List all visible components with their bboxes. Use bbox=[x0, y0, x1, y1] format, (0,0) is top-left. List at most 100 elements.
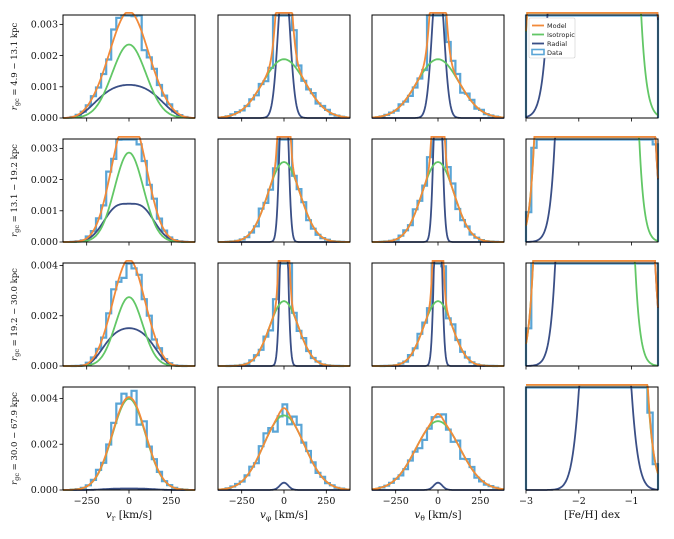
panel-r2-c1 bbox=[217, 260, 351, 370]
panel-r0-c3 bbox=[524, 12, 660, 122]
y-tick-label: 0.001 bbox=[31, 206, 58, 217]
y-tick-label: 0.000 bbox=[31, 485, 58, 496]
x-axis-label: vθ [km/s] bbox=[414, 509, 461, 523]
panel-r1-c1 bbox=[217, 136, 351, 246]
y-tick-label: 0.002 bbox=[31, 311, 58, 322]
x-tick-label: 250 bbox=[471, 496, 489, 507]
isotropic-curve bbox=[372, 58, 504, 119]
x-tick-label: −3 bbox=[519, 496, 533, 507]
isotropic-curve bbox=[218, 161, 350, 243]
panel-frame bbox=[62, 262, 196, 367]
isotropic-curve bbox=[63, 397, 195, 491]
data-histogram bbox=[69, 138, 189, 243]
x-tick-label: −250 bbox=[74, 496, 100, 507]
model-curve bbox=[372, 412, 504, 491]
panel-r2-c3 bbox=[524, 260, 660, 370]
x-tick-label: −2 bbox=[572, 496, 586, 507]
panel-r2-c2 bbox=[371, 260, 505, 370]
row-label: rgc = 13.1 − 19.2 kpc bbox=[10, 144, 21, 237]
panel-frame bbox=[525, 262, 659, 367]
legend-item-model: Model bbox=[532, 22, 567, 30]
y-tick-label: 0.003 bbox=[31, 20, 58, 31]
radial-curve bbox=[372, 136, 504, 243]
isotropic-curve bbox=[372, 420, 504, 491]
isotropic-curve bbox=[372, 161, 504, 243]
panel-frame bbox=[217, 262, 351, 367]
panel-frame bbox=[525, 14, 659, 119]
model-curve bbox=[372, 136, 504, 243]
isotropic-curve bbox=[218, 300, 350, 367]
x-tick-label: −250 bbox=[229, 496, 255, 507]
legend-item-radial: Radial bbox=[532, 40, 567, 48]
panel-frame bbox=[217, 14, 351, 119]
model-curve bbox=[525, 136, 659, 226]
isotropic-curve bbox=[372, 300, 504, 367]
radial-curve bbox=[372, 260, 504, 367]
model-curve bbox=[525, 260, 659, 344]
legend-item-data: Data bbox=[531, 48, 563, 57]
panel-r3-c3: −3 −2 −1 bbox=[519, 384, 660, 507]
data-histogram bbox=[69, 14, 189, 119]
legend-label: Isotropic bbox=[547, 31, 575, 39]
x-axis-label: vφ [km/s] bbox=[260, 509, 308, 523]
data-histogram bbox=[524, 386, 660, 490]
data-histogram bbox=[69, 389, 189, 491]
panel-r0-c1 bbox=[217, 12, 351, 122]
legend-label: Model bbox=[547, 22, 567, 30]
isotropic-curve bbox=[63, 43, 195, 119]
x-tick-label: 0 bbox=[281, 496, 287, 507]
y-tick-label: 0.002 bbox=[31, 439, 58, 450]
model-curve bbox=[63, 260, 195, 367]
panel-r3-c2: −250 0 250 bbox=[371, 386, 505, 507]
y-tick-label: 0.000 bbox=[31, 113, 58, 124]
radial-curve bbox=[218, 136, 350, 243]
data-histogram bbox=[225, 262, 345, 368]
isotropic-curve bbox=[218, 58, 350, 119]
isotropic-curve bbox=[218, 414, 350, 491]
y-tick-label: 0.000 bbox=[31, 361, 58, 372]
panel-r2-c0: 0.000 0.002 0.004 bbox=[31, 260, 196, 372]
panel-frame bbox=[525, 138, 659, 243]
row-label: rgc = 30.0 − 67.9 kpc bbox=[10, 392, 21, 485]
legend-box bbox=[528, 17, 576, 59]
radial-curve bbox=[63, 327, 195, 367]
model-curve bbox=[372, 260, 504, 367]
model-curve bbox=[525, 12, 659, 31]
x-tick-label: 250 bbox=[162, 496, 180, 507]
isotropic-curve bbox=[63, 296, 195, 367]
radial-curve bbox=[526, 136, 659, 243]
y-tick-label: 0.004 bbox=[31, 394, 58, 405]
x-tick-label: 0 bbox=[435, 496, 441, 507]
y-tick-label: 0.001 bbox=[31, 82, 58, 93]
data-histogram bbox=[378, 14, 500, 118]
model-curve bbox=[372, 12, 504, 119]
radial-curve bbox=[63, 84, 195, 119]
panel-frame bbox=[217, 138, 351, 243]
radial-curve bbox=[218, 12, 350, 119]
model-curve bbox=[63, 396, 195, 491]
panel-r3-c1: −250 0 250 bbox=[217, 386, 351, 507]
x-axis-label: vr [km/s] bbox=[106, 509, 152, 523]
y-tick-label: 0.002 bbox=[31, 51, 58, 62]
y-tick-label: 0.000 bbox=[31, 237, 58, 248]
data-histogram bbox=[224, 403, 346, 490]
model-curve bbox=[218, 260, 350, 367]
model-curve bbox=[218, 407, 350, 491]
y-tick-label: 0.004 bbox=[31, 261, 58, 272]
radial-curve bbox=[63, 202, 195, 243]
x-tick-label: 250 bbox=[317, 496, 335, 507]
data-histogram bbox=[378, 138, 500, 243]
model-curve bbox=[63, 136, 195, 243]
panel-frame bbox=[62, 386, 196, 491]
panel-r3-c0: −250 0 250 0.000 0.002 0.004 bbox=[31, 386, 196, 507]
x-tick-label: 0 bbox=[126, 496, 132, 507]
panel-r1-c2 bbox=[371, 136, 505, 246]
panel-frame bbox=[371, 386, 505, 491]
panel-frame bbox=[217, 386, 351, 491]
legend-label: Data bbox=[547, 49, 563, 57]
data-histogram bbox=[224, 14, 346, 118]
row-label: rgc = 19.2 − 30.0 kpc bbox=[10, 268, 21, 361]
model-curve bbox=[218, 136, 350, 243]
